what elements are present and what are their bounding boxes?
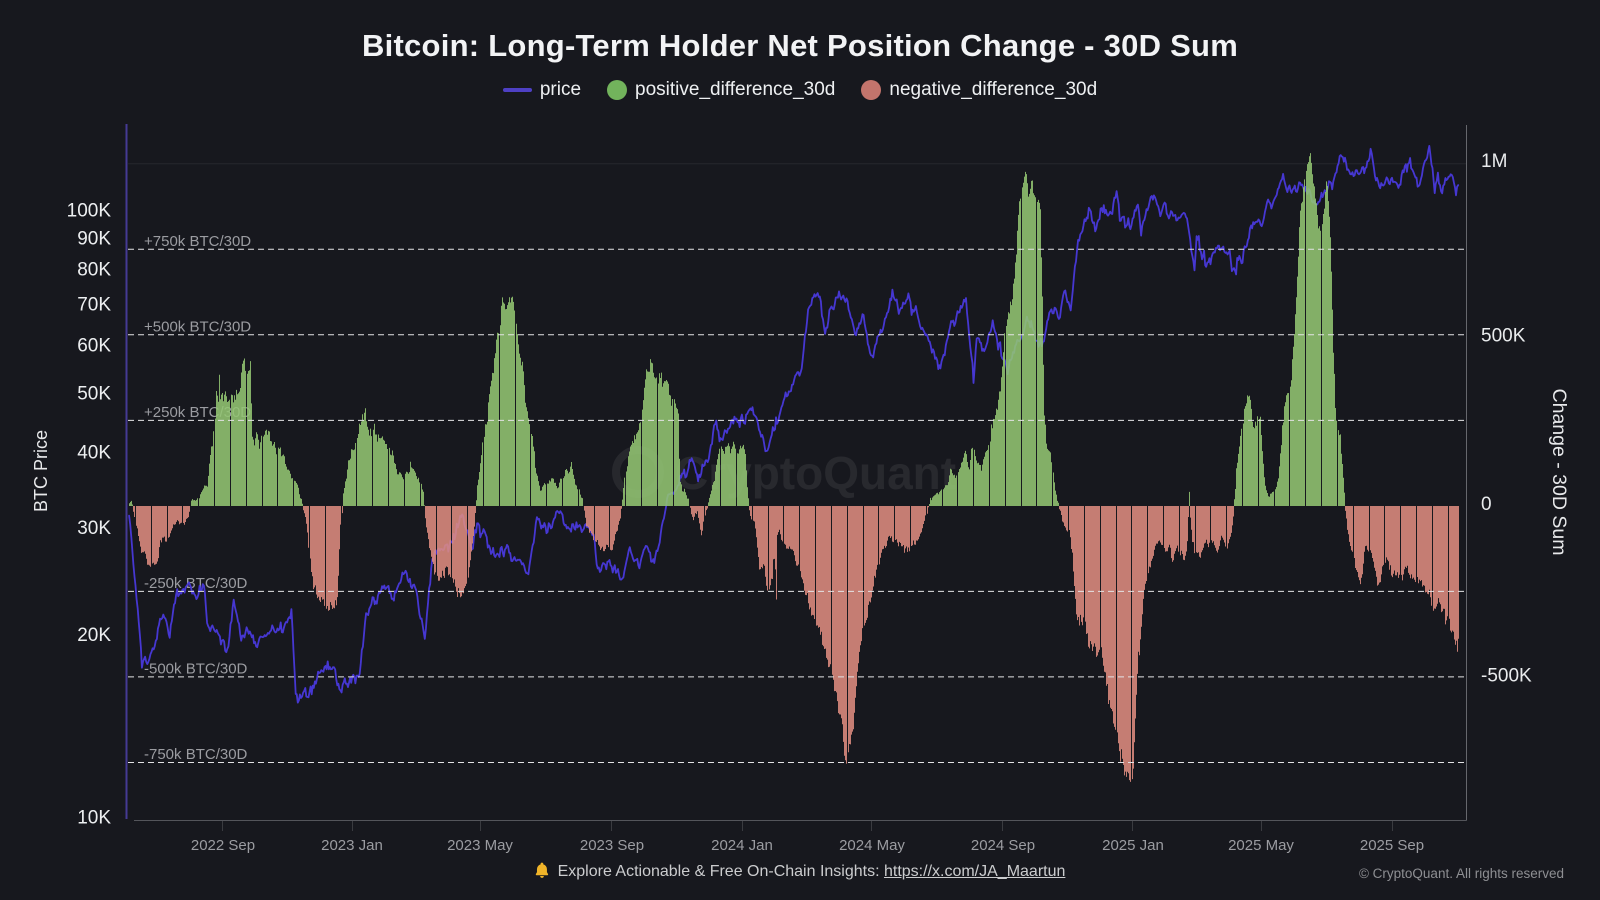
- svg-text:2024 May: 2024 May: [839, 837, 905, 854]
- svg-text:2025 May: 2025 May: [1228, 837, 1294, 854]
- svg-text:500K: 500K: [1481, 326, 1526, 347]
- svg-text:-750k BTC/30D: -750k BTC/30D: [144, 746, 248, 763]
- svg-text:60K: 60K: [77, 336, 111, 357]
- svg-text:-250k BTC/30D: -250k BTC/30D: [144, 575, 248, 592]
- svg-text:2023 Jan: 2023 Jan: [321, 837, 383, 854]
- svg-text:2025 Sep: 2025 Sep: [1360, 837, 1424, 854]
- svg-text:+750k BTC/30D: +750k BTC/30D: [144, 233, 251, 250]
- svg-text:100K: 100K: [67, 201, 112, 222]
- svg-text:2024 Jan: 2024 Jan: [711, 837, 773, 854]
- svg-text:2023 Sep: 2023 Sep: [580, 837, 644, 854]
- svg-text:30K: 30K: [77, 518, 111, 539]
- svg-text:2025 Jan: 2025 Jan: [1102, 837, 1164, 854]
- svg-text:2023 May: 2023 May: [447, 837, 513, 854]
- svg-text:-500k BTC/30D: -500k BTC/30D: [144, 660, 248, 677]
- svg-text:1M: 1M: [1481, 151, 1507, 172]
- svg-text:2022 Sep: 2022 Sep: [191, 837, 255, 854]
- svg-text:20K: 20K: [77, 625, 111, 646]
- svg-text:-500K: -500K: [1481, 666, 1532, 687]
- svg-text:0: 0: [1481, 494, 1492, 515]
- svg-text:Change - 30D Sum: Change - 30D Sum: [1548, 389, 1570, 556]
- svg-text:40K: 40K: [77, 443, 111, 464]
- svg-text:80K: 80K: [77, 260, 111, 281]
- svg-text:2024 Sep: 2024 Sep: [971, 837, 1035, 854]
- svg-text:+500k BTC/30D: +500k BTC/30D: [144, 318, 251, 335]
- svg-text:70K: 70K: [77, 295, 111, 316]
- svg-text:90K: 90K: [77, 229, 111, 250]
- svg-text:10K: 10K: [77, 808, 111, 829]
- svg-text:50K: 50K: [77, 384, 111, 405]
- svg-text:BTC Price: BTC Price: [31, 430, 51, 512]
